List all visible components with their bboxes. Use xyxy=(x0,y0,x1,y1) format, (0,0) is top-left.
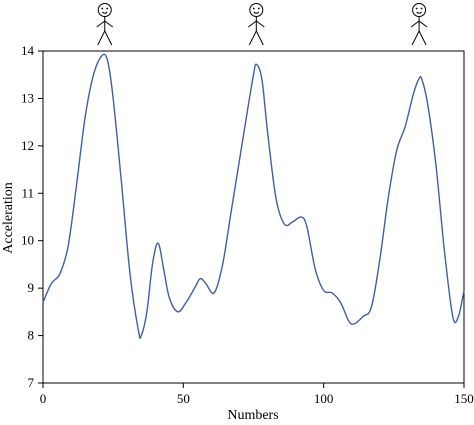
y-tick-label: 10 xyxy=(21,233,34,248)
figure-eye xyxy=(415,7,418,10)
figure-leg xyxy=(97,30,106,46)
figure-leg xyxy=(418,30,427,46)
y-axis-ticks: 7 8 9 10 11 12 13 14 xyxy=(21,43,43,390)
figure-head xyxy=(412,3,427,17)
x-axis-title: Numbers xyxy=(227,408,278,423)
figure-eye xyxy=(101,7,104,10)
y-tick-label: 13 xyxy=(21,90,34,105)
y-tick-label: 14 xyxy=(21,43,35,58)
figure-leg xyxy=(411,30,420,46)
figure-arm xyxy=(248,20,257,28)
figure-arm xyxy=(104,20,114,28)
figure-arm xyxy=(410,20,420,28)
figure-head xyxy=(249,3,264,17)
figure-arm xyxy=(256,20,265,28)
y-axis-title: Acceleration xyxy=(1,182,16,254)
x-tick-label: 0 xyxy=(40,391,47,406)
stick-figure-icon xyxy=(410,3,428,46)
figure-head xyxy=(97,3,112,17)
figure-arm xyxy=(96,20,106,28)
stick-figure-icons xyxy=(96,3,428,46)
figure-mouth xyxy=(101,11,108,14)
figure-arm xyxy=(418,20,428,28)
figure-leg xyxy=(104,30,113,46)
acceleration-line xyxy=(42,53,465,339)
x-axis-ticks: 0 50 100 150 xyxy=(40,383,474,406)
y-tick-label: 8 xyxy=(28,328,35,343)
figure-eye xyxy=(420,7,423,10)
stick-figure-icon xyxy=(248,3,265,46)
stick-figure-icon xyxy=(96,3,114,46)
plot-frame xyxy=(42,50,465,384)
figure-eye xyxy=(257,7,260,10)
figure-leg xyxy=(248,30,257,46)
y-tick-label: 12 xyxy=(21,138,34,153)
y-tick-label: 7 xyxy=(28,375,35,390)
x-tick-label: 50 xyxy=(177,391,190,406)
x-tick-label: 100 xyxy=(314,391,334,406)
x-tick-label: 150 xyxy=(454,391,474,406)
y-tick-label: 9 xyxy=(28,280,35,295)
figure-eye xyxy=(252,7,255,10)
figure-leg xyxy=(255,30,264,46)
figure-eye xyxy=(106,7,109,10)
y-tick-label: 11 xyxy=(21,185,34,200)
figure-mouth xyxy=(253,11,260,14)
axes xyxy=(42,50,465,384)
figure-mouth xyxy=(416,11,422,14)
